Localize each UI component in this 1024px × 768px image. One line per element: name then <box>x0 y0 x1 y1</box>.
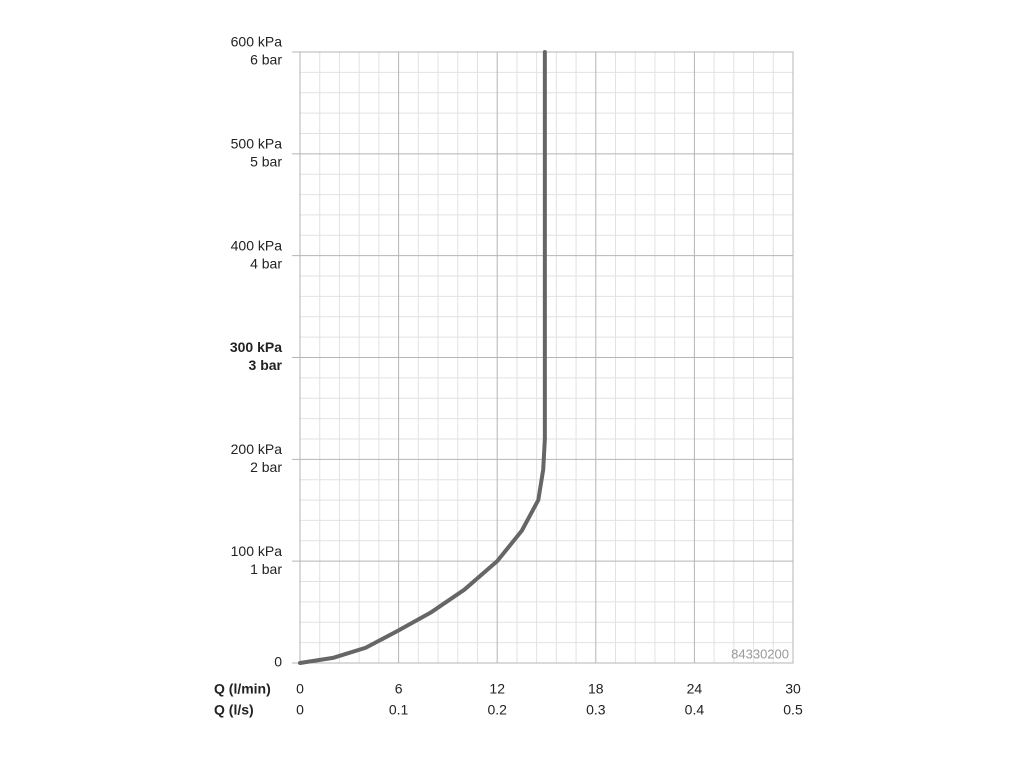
annotation: 84330200 <box>731 646 789 661</box>
x2-tick-label: 0.3 <box>586 702 606 718</box>
x2-tick-label: 0.1 <box>389 702 409 718</box>
x-tick-label: 12 <box>489 681 505 697</box>
y-tick-label: 600 kPa <box>231 34 283 50</box>
x2-tick-label: 0 <box>296 702 304 718</box>
line-series <box>298 50 547 665</box>
y-tick-label: 300 kPa <box>230 339 282 355</box>
y2-tick-label: 3 bar <box>249 357 283 373</box>
y-tick-label: 0 <box>274 654 282 670</box>
y-tick-label: 500 kPa <box>231 136 283 152</box>
y2-tick-label: 2 bar <box>250 459 282 475</box>
y-tick-label: 200 kPa <box>231 441 283 457</box>
x-tick-label: 24 <box>687 681 703 697</box>
x2-tick-label: 0.4 <box>685 702 705 718</box>
y-tick-label: 100 kPa <box>231 543 283 559</box>
x2-tick-label: 0.2 <box>487 702 507 718</box>
x-axis-label: Q (l/min) <box>214 681 271 697</box>
x-tick-label: 30 <box>785 681 801 697</box>
y2-tick-label: 1 bar <box>250 561 282 577</box>
y2-tick-label: 6 bar <box>250 52 282 68</box>
x-tick-label: 18 <box>588 681 604 697</box>
x2-tick-label: 0.5 <box>783 702 803 718</box>
y2-tick-label: 5 bar <box>250 154 282 170</box>
y-tick-label: 400 kPa <box>231 237 283 253</box>
y2-tick-label: 4 bar <box>250 255 282 271</box>
x2-axis-label: Q (l/s) <box>214 702 254 718</box>
x-tick-label: 0 <box>296 681 304 697</box>
x-tick-label: 6 <box>395 681 403 697</box>
